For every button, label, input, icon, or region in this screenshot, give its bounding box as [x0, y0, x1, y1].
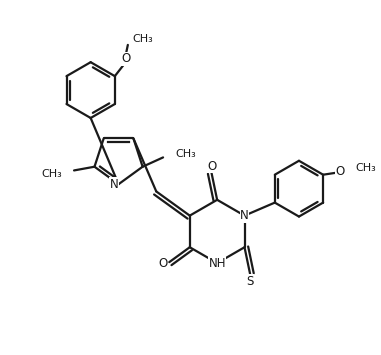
Text: CH₃: CH₃	[133, 34, 154, 44]
Text: O: O	[122, 52, 131, 65]
Text: N: N	[240, 209, 249, 222]
Text: CH₃: CH₃	[175, 149, 196, 159]
Text: CH₃: CH₃	[356, 163, 376, 173]
Text: N: N	[110, 178, 118, 191]
Text: O: O	[336, 165, 345, 178]
Text: S: S	[247, 275, 254, 288]
Text: O: O	[207, 160, 216, 173]
Text: NH: NH	[208, 257, 226, 269]
Text: O: O	[158, 257, 167, 271]
Text: CH₃: CH₃	[42, 169, 62, 179]
